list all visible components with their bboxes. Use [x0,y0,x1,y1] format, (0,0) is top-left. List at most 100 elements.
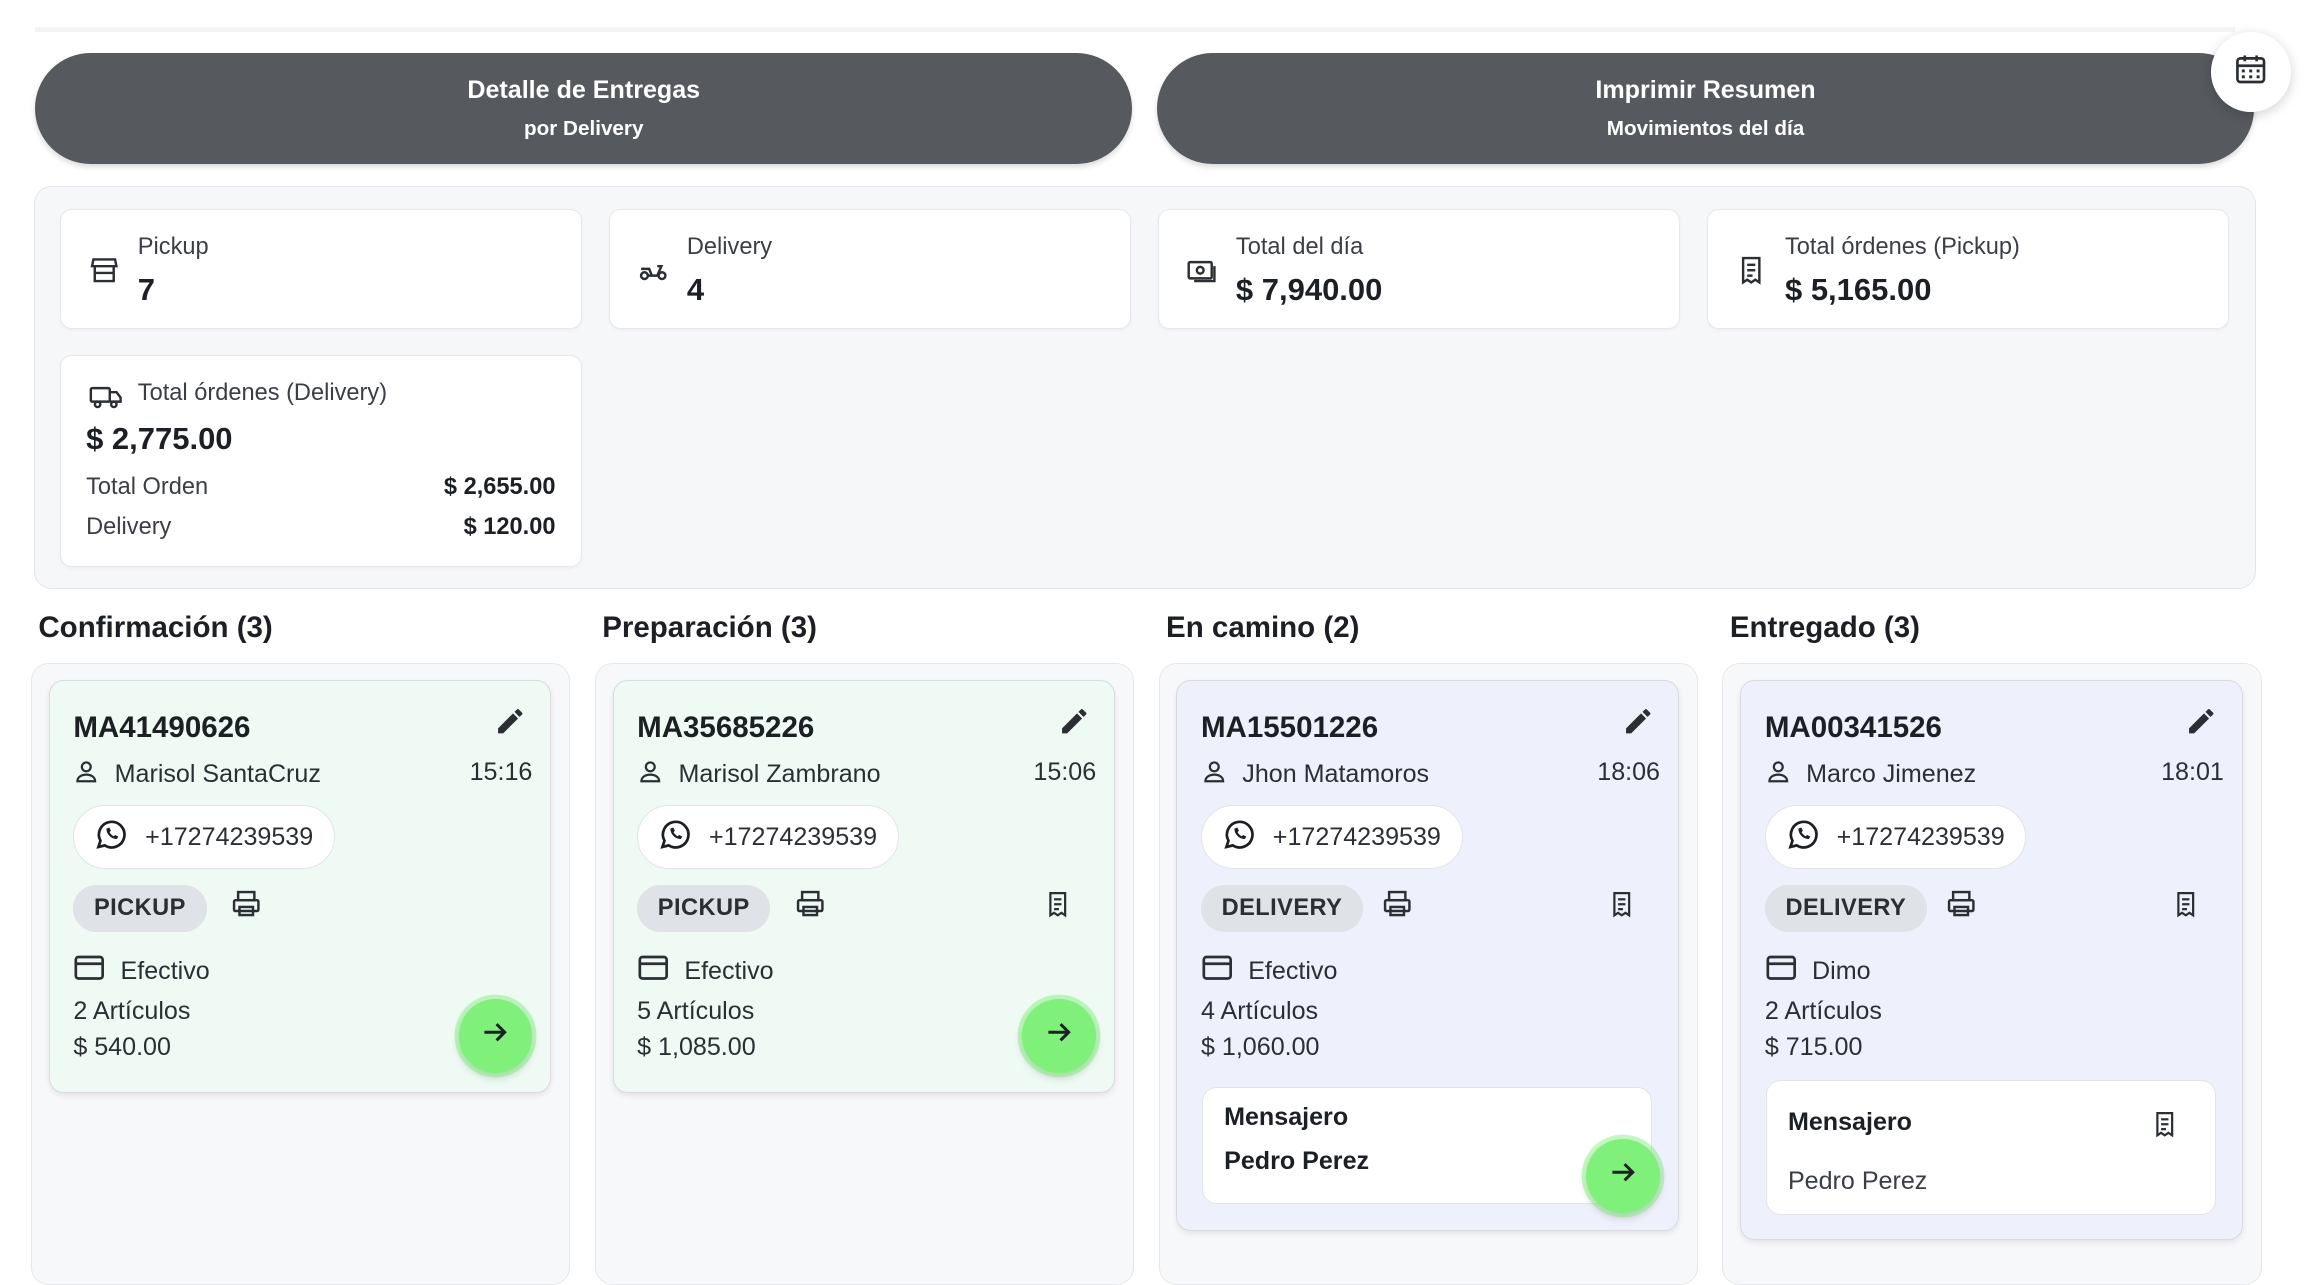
order-type-badge: DELIVERY [1764,885,1927,933]
pickup-label: Pickup [137,233,209,260]
total-dia-stat-card: Total del día $ 7,940.00 [1158,209,1680,330]
column-header-confirmacion: Confirmación (3) [38,611,273,645]
top-divider [35,26,2235,33]
courier-name: Pedro Perez [1787,1166,1928,1195]
customer-name: Marisol Zambrano [678,760,881,789]
items-count: 2 Artículos [73,997,191,1026]
whatsapp-button[interactable]: +17274239539 [1200,805,1463,870]
credit-card-icon [637,953,669,990]
receipt-icon[interactable] [1043,888,1073,927]
print-summary-title: Imprimir Resumen [1595,76,1816,105]
order-type-badge: DELIVERY [1200,885,1364,933]
whatsapp-button[interactable]: +17274239539 [73,805,335,870]
delivery-detail-button[interactable]: Detalle de Entregas por Delivery [35,53,1133,164]
receipt-icon[interactable] [2150,1108,2180,1147]
advance-button[interactable] [1586,1138,1660,1213]
arrow-right-icon [1607,1156,1639,1195]
total-dia-value: $ 7,940.00 [1235,272,1383,308]
payment-label: Efectivo [684,956,774,985]
items-count: 5 Artículos [637,997,755,1026]
payment-label: Efectivo [120,956,210,985]
payment-method: Efectivo [637,953,774,990]
order-card[interactable]: MA41490626 Marisol SantaCruz 15:16 +1727… [48,680,552,1093]
print-summary-subtitle: Movimientos del día [1606,116,1805,140]
store-icon [88,254,120,293]
printer-icon[interactable] [794,888,826,927]
order-code: MA15501226 [1200,710,1379,744]
credit-card-icon [1765,953,1797,990]
receipt-icon [1735,254,1767,293]
credit-card-icon [1201,953,1233,990]
courier-name: Pedro Perez [1224,1147,1370,1176]
total-delivery-stat-card: Total órdenes (Delivery) $ 2,775.00 Tota… [60,355,582,567]
whatsapp-button[interactable]: +17274239539 [1764,805,2027,870]
printer-icon[interactable] [1945,888,1977,927]
whatsapp-button[interactable]: +17274239539 [637,805,899,870]
phone-number: +17274239539 [1272,822,1441,851]
total-pickup-value: $ 5,165.00 [1784,272,1932,308]
customer: Jhon Matamoros [1201,758,1429,792]
payment-method: Efectivo [73,953,210,990]
order-time: 18:01 [2161,758,2224,787]
courier-box: Mensajero Pedro Perez [1202,1087,1652,1205]
cash-icon [1186,254,1218,293]
arrow-right-icon [479,1016,511,1055]
courier-box: Mensajero Pedro Perez [1766,1079,2216,1215]
customer-name: Jhon Matamoros [1242,760,1430,789]
whatsapp-icon [1220,815,1258,860]
receipt-icon[interactable] [1607,888,1637,927]
customer-name: Marco Jimenez [1806,760,1977,789]
whatsapp-icon [656,815,694,860]
user-icon [1765,758,1792,792]
total-delivery-value: $ 2,775.00 [86,421,233,457]
total-orden-label: Total Orden [86,474,209,501]
pencil-icon[interactable] [1058,705,1090,744]
courier-label: Mensajero [1787,1107,1912,1136]
payment-method: Dimo [1765,953,1871,990]
receipt-icon[interactable] [2171,888,2201,927]
delivery-fee-label: Delivery [86,514,172,541]
advance-button[interactable] [458,998,533,1073]
scooter-icon [637,254,669,293]
orders-dashboard: Detalle de Entregas por Delivery Imprimi… [30,26,2291,1285]
truck-icon [88,380,123,419]
items-count: 2 Artículos [1764,997,1882,1026]
pencil-icon[interactable] [2185,705,2217,744]
calendar-button[interactable] [2211,32,2291,113]
order-card[interactable]: MA15501226 Jhon Matamoros 18:06 +1727423… [1176,680,1679,1232]
whatsapp-icon [92,815,130,860]
order-card[interactable]: MA35685226 Marisol Zambrano 15:06 +17274… [612,680,1115,1093]
total-orden-row: Total Orden $ 2,655.00 [86,474,555,501]
total-dia-label: Total del día [1235,233,1364,260]
delivery-stat-card: Delivery 4 [609,209,1131,330]
order-time: 15:06 [1033,758,1097,787]
payment-label: Efectivo [1248,956,1338,985]
total-delivery-label: Total órdenes (Delivery) [137,379,388,406]
order-type-badge: PICKUP [637,885,771,933]
user-icon [73,758,100,792]
pencil-icon[interactable] [494,705,526,744]
calendar-icon [2233,51,2268,93]
customer: Marco Jimenez [1765,758,1976,792]
pencil-icon[interactable] [1622,705,1654,744]
order-card[interactable]: MA00341526 Marco Jimenez 18:01 +17274239… [1740,680,2243,1241]
delivery-fee-row: Delivery $ 120.00 [86,514,555,541]
phone-number: +17274239539 [145,822,314,851]
order-code: MA00341526 [1764,710,1942,744]
printer-icon[interactable] [1381,888,1413,927]
advance-button[interactable] [1022,998,1097,1073]
column-header-entregado: Entregado (3) [1729,611,1920,645]
printer-icon[interactable] [230,888,262,927]
phone-number: +17274239539 [708,822,878,851]
customer-name: Marisol SantaCruz [114,760,321,789]
delivery-fee-value: $ 120.00 [463,514,556,541]
delivery-value: 4 [686,272,705,308]
items-count: 4 Artículos [1200,997,1319,1026]
column-header-en-camino: En camino (2) [1166,611,1360,645]
order-code: MA41490626 [73,710,251,744]
column-header-preparacion: Preparación (3) [602,611,817,645]
order-amount: $ 715.00 [1764,1032,1863,1061]
print-summary-button[interactable]: Imprimir Resumen Movimientos del día [1157,53,2254,164]
payment-method: Efectivo [1201,953,1337,990]
total-orden-value: $ 2,655.00 [443,474,556,501]
